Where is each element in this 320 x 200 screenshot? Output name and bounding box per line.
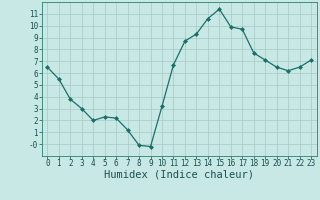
X-axis label: Humidex (Indice chaleur): Humidex (Indice chaleur) — [104, 170, 254, 180]
